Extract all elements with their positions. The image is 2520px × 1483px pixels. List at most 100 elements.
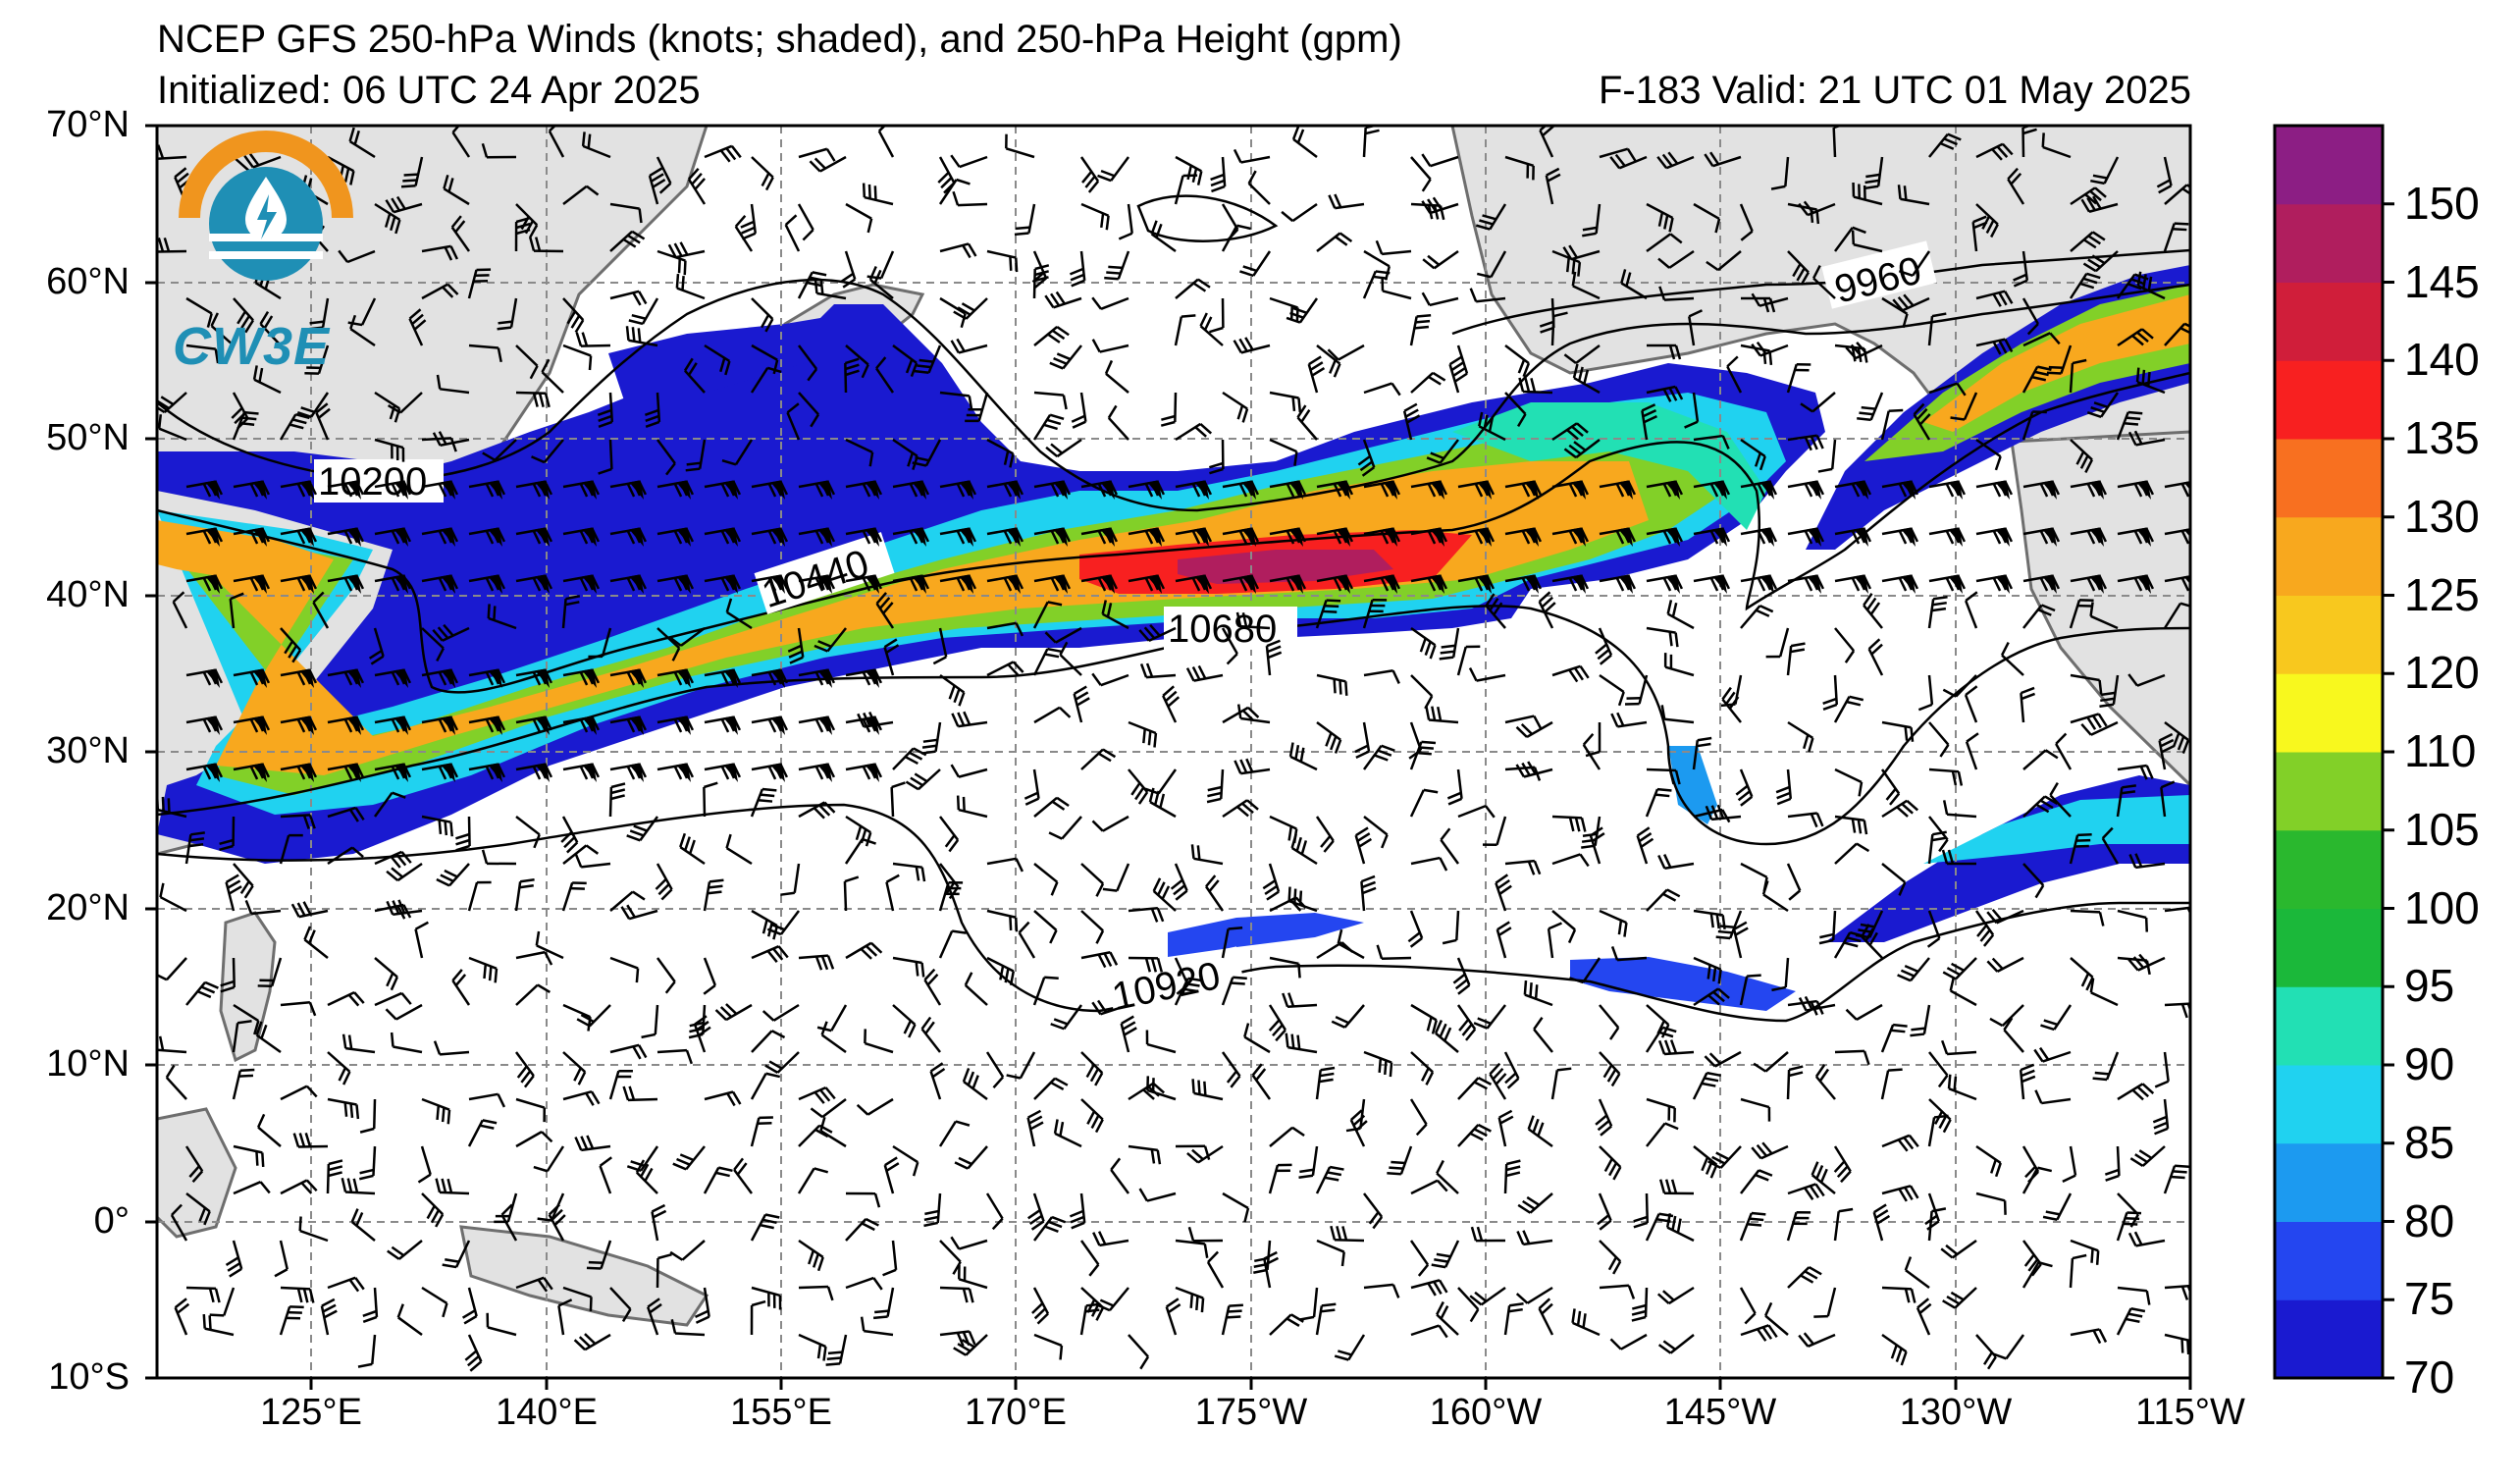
wind-barb-feather (1323, 840, 1335, 853)
wind-barb-feather (1579, 853, 1590, 868)
wind-barb-feather (1761, 1141, 1773, 1155)
wind-barb-feather (704, 781, 718, 789)
wind-barb-feather (2158, 185, 2173, 194)
wind-barb-feather (638, 208, 643, 224)
wind-barb (349, 328, 376, 347)
wind-barb-feather (1236, 806, 1249, 818)
wind-barb-feather (2055, 732, 2068, 745)
wind-barb-feather (1903, 293, 1915, 307)
wind-barb-feather (1523, 980, 1528, 995)
wind-barb (373, 791, 394, 818)
wind-barb-feather (296, 902, 306, 917)
wind-barb-feather (2126, 416, 2141, 421)
wind-barb (1572, 285, 1601, 300)
wind-barbs (157, 126, 2190, 1372)
wind-barb-feather (673, 577, 683, 592)
wind-barb-feather (1139, 1355, 1150, 1370)
colorbar-swatch (2275, 595, 2383, 674)
wind-barb-feather (1488, 417, 1495, 433)
wind-barb-feather (200, 985, 216, 994)
wind-barb-pennant (252, 715, 268, 735)
wind-barb-pennant (959, 527, 974, 547)
wind-barb-feather (2139, 766, 2148, 780)
wind-barb-feather (1406, 414, 1421, 424)
wind-barb (1522, 390, 1553, 395)
wind-barb-feather (961, 1338, 975, 1349)
wind-barb-feather (305, 1179, 318, 1192)
wind-barb-feather (1756, 609, 1770, 617)
colorbar (2275, 126, 2394, 1380)
wind-barb-feather (532, 718, 542, 733)
wind-barb-feather (867, 184, 871, 199)
wind-barb-feather (417, 1173, 432, 1184)
wind-barb-feather (1153, 732, 1158, 748)
wind-barb-feather (1943, 137, 1958, 146)
wind-barb-feather (814, 644, 828, 653)
wind-barb (1363, 1283, 1393, 1290)
wind-barb-feather (1242, 265, 1257, 273)
wind-barb (157, 1048, 187, 1054)
wind-barb-feather (814, 718, 824, 733)
wind-barb-pennant (676, 763, 692, 782)
wind-barb-feather (2035, 803, 2050, 814)
wind-barb-feather (1407, 931, 1421, 943)
wind-barb-feather (1505, 1159, 1521, 1166)
wind-barb-feather (481, 849, 489, 865)
wind-barb-feather (626, 766, 636, 780)
wind-barb-feather (2181, 739, 2190, 755)
wind-barb-feather (359, 1127, 375, 1134)
wind-barb-feather (300, 1182, 313, 1194)
wind-barb (957, 202, 988, 207)
wind-barb-feather (585, 844, 600, 855)
wind-barb-feather (628, 1086, 636, 1101)
wind-barb-feather (1733, 921, 1748, 930)
wind-barb-feather (734, 215, 747, 228)
wind-barb-pennant (394, 480, 409, 500)
colorbar-label: 70 (2404, 1351, 2455, 1403)
wind-barb-feather (1091, 339, 1101, 353)
wind-barb-feather (953, 310, 968, 320)
wind-barb-feather (1097, 953, 1107, 969)
wind-barb (1362, 127, 1367, 158)
wind-barb (2055, 743, 2073, 770)
wind-barb-feather (599, 1156, 612, 1167)
wind-barb (923, 979, 942, 1006)
wind-barb-feather (768, 1060, 783, 1070)
wind-barb-feather (1033, 1307, 1047, 1320)
wind-barb-feather (2121, 790, 2136, 795)
wind-barb-feather (1903, 185, 1908, 200)
wind-barb-feather (913, 747, 927, 757)
wind-barb-feather (1162, 685, 1175, 697)
wind-barb-feather (1926, 937, 1941, 948)
wind-barb-feather (1904, 726, 1909, 741)
wind-barb (1834, 1049, 1865, 1054)
wind-barb (1175, 155, 1202, 173)
wind-barb (158, 427, 187, 442)
wind-barb (1359, 1098, 1366, 1129)
wind-barb-pennant (817, 527, 833, 547)
wind-barb-feather (1617, 920, 1623, 935)
wind-barb (786, 411, 801, 441)
wind-barb (1444, 1240, 1460, 1268)
wind-barb-feather (1094, 1072, 1104, 1086)
wind-barb-feather (1122, 1021, 1136, 1031)
wind-barb-feather (1381, 744, 1395, 752)
wind-barb-feather (1620, 269, 1627, 284)
wind-barb (1409, 316, 1418, 346)
wind-barb-feather (1295, 836, 1302, 852)
wind-barb-feather (920, 962, 925, 978)
wind-barb-feather (296, 1288, 303, 1303)
wind-barb-feather (438, 483, 447, 498)
wind-barb-feather (1326, 599, 1341, 603)
wind-barb-feather (1297, 397, 1302, 413)
wind-barb-feather (574, 853, 583, 868)
wind-barb (421, 627, 445, 650)
wind-barb-feather (255, 1151, 259, 1166)
wind-barb-pennant (1618, 574, 1634, 594)
wind-barb-feather (589, 1297, 593, 1311)
wind-barb-feather (1568, 817, 1575, 832)
wind-barb-feather (944, 834, 956, 848)
wind-barb-feather (626, 904, 636, 919)
wind-barb-feather (1751, 292, 1761, 307)
